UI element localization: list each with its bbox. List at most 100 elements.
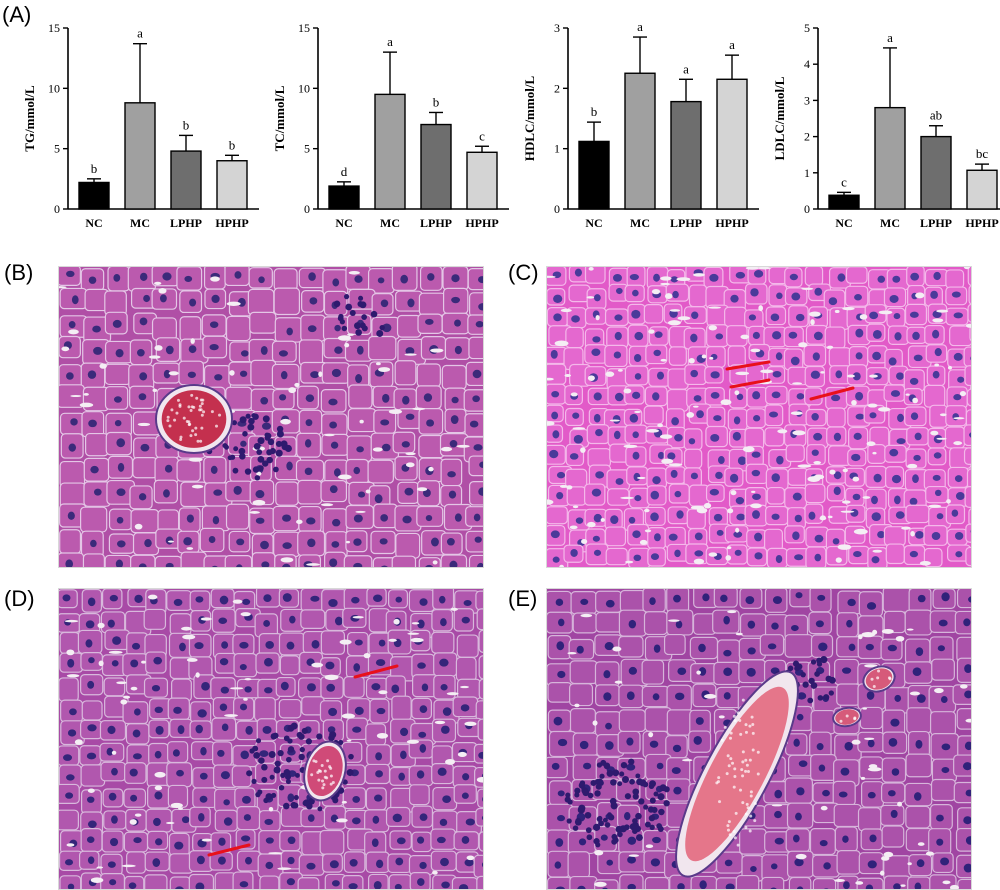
- nucleus: [282, 593, 292, 602]
- sinusoid: [946, 499, 951, 504]
- hepatocyte: [956, 708, 971, 730]
- inflammatory-cell: [333, 300, 341, 308]
- nucleus: [239, 664, 247, 671]
- hepatocyte: [643, 611, 668, 636]
- sinusoid: [820, 805, 828, 811]
- inflammatory-cell: [256, 449, 263, 456]
- nucleus: [751, 469, 761, 477]
- nucleus: [194, 642, 204, 650]
- y-tick-label: 4: [804, 57, 810, 71]
- inflammatory-cell: [642, 781, 649, 788]
- nucleus: [87, 820, 97, 828]
- nucleus: [672, 290, 679, 299]
- nucleus: [223, 799, 230, 806]
- nucleus: [796, 886, 804, 889]
- hepatocyte: [348, 384, 373, 409]
- nucleus: [576, 645, 584, 654]
- nucleus: [593, 549, 602, 556]
- nucleus: [306, 862, 316, 870]
- nucleus: [840, 767, 850, 776]
- inflammatory-cell: [629, 778, 635, 785]
- rbc-highlight: [726, 824, 730, 828]
- hepatocyte: [618, 635, 644, 658]
- nucleus: [62, 594, 71, 602]
- nucleus: [400, 727, 409, 737]
- nucleus: [356, 446, 364, 453]
- inflammatory-cell: [566, 818, 572, 824]
- nucleus: [419, 598, 428, 606]
- inflammatory-cell: [628, 758, 635, 765]
- hepatocyte: [319, 829, 345, 855]
- nucleus: [476, 562, 483, 567]
- inflammatory-cell: [623, 824, 630, 831]
- inflammatory-cell: [584, 811, 592, 819]
- inflammatory-cell: [355, 329, 362, 336]
- nucleus: [963, 863, 971, 873]
- sinusoid: [660, 358, 667, 362]
- nucleus: [405, 347, 415, 355]
- nucleus: [953, 312, 963, 319]
- sinusoid: [797, 464, 812, 468]
- nucleus: [371, 683, 381, 691]
- hepatocyte: [391, 695, 412, 721]
- rbc-highlight: [323, 769, 327, 773]
- inflammatory-cell: [379, 324, 385, 331]
- nucleus: [417, 878, 425, 886]
- inflammatory-cell: [349, 309, 356, 316]
- sinusoid: [963, 267, 971, 270]
- nucleus: [657, 451, 665, 460]
- y-tick-label: 5: [304, 142, 310, 156]
- hepatocyte: [688, 284, 708, 308]
- sinusoid: [861, 631, 875, 638]
- hepatocyte: [391, 555, 417, 567]
- nucleus: [163, 489, 170, 498]
- hepatocyte: [859, 706, 883, 730]
- sinusoid: [820, 371, 825, 374]
- nucleus: [356, 345, 364, 355]
- nucleus: [239, 641, 249, 649]
- rbc-highlight: [187, 423, 191, 427]
- sinusoid: [466, 855, 475, 861]
- sinusoid: [306, 563, 321, 566]
- nucleus: [951, 291, 961, 298]
- hepatocyte: [469, 481, 483, 506]
- inflammatory-cell: [252, 413, 259, 420]
- nucleus: [632, 431, 639, 439]
- nucleus: [710, 391, 720, 399]
- inflammatory-cell: [620, 761, 628, 769]
- sinusoid: [116, 681, 127, 685]
- nucleus: [109, 837, 119, 847]
- rbc-highlight: [870, 677, 874, 681]
- nucleus: [723, 615, 730, 625]
- inflammatory-cell: [266, 449, 273, 456]
- bar-lphp: [170, 150, 202, 210]
- hepatocyte: [467, 314, 483, 335]
- nucleus: [698, 643, 706, 653]
- significance-letter: ab: [930, 108, 942, 123]
- sinusoid: [620, 496, 634, 500]
- rbc-highlight: [166, 415, 170, 419]
- inflammatory-cell: [292, 802, 299, 809]
- sinusoid: [751, 490, 756, 493]
- inflammatory-cell: [272, 732, 279, 739]
- nucleus: [750, 288, 759, 297]
- nucleus: [724, 859, 733, 867]
- sinusoid: [829, 469, 836, 475]
- nucleus: [941, 766, 950, 774]
- sinusoid: [645, 844, 654, 848]
- y-tick-label: 0: [554, 202, 560, 216]
- nucleus: [109, 594, 118, 602]
- nucleus: [71, 295, 79, 305]
- rbc-highlight: [887, 676, 891, 680]
- nucleus: [693, 395, 702, 402]
- nucleus: [855, 352, 863, 360]
- nucleus: [846, 619, 853, 628]
- sinusoid: [547, 377, 554, 381]
- sinusoid: [226, 301, 241, 306]
- sinusoid: [661, 458, 674, 464]
- sinusoid: [930, 430, 939, 436]
- nucleus: [354, 706, 364, 715]
- nucleus: [940, 857, 950, 866]
- sinusoid: [566, 485, 573, 490]
- nucleus: [309, 297, 318, 305]
